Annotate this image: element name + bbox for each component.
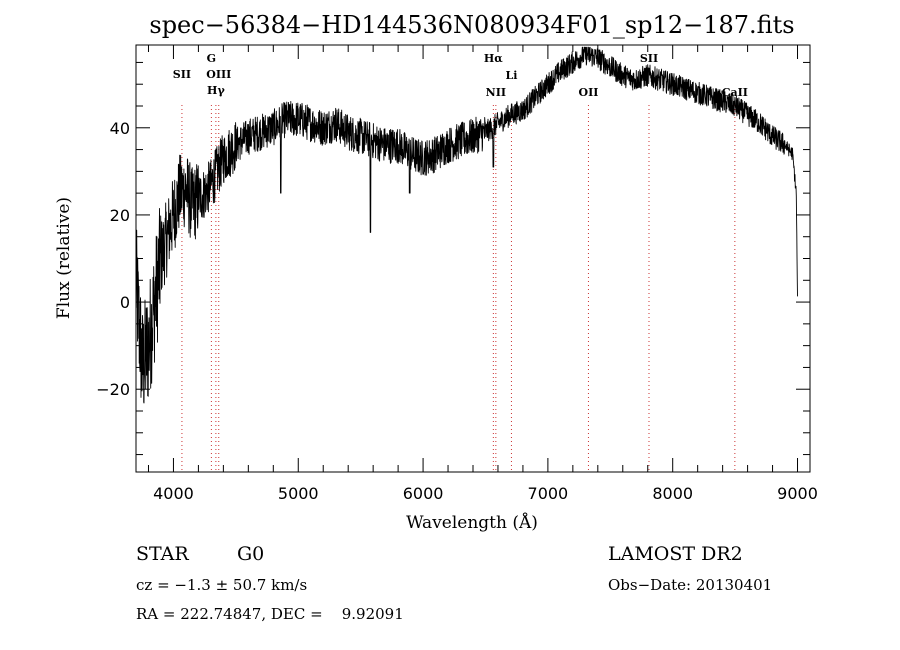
axis-ticks: [136, 45, 810, 472]
x-axis-label: Wavelength (Å): [406, 512, 538, 533]
chart-title: spec−56384−HD144536N080934F01_sp12−187.f…: [149, 11, 794, 39]
spectral-line-label: CaII: [722, 86, 748, 99]
redshift-cz: cz = −1.3 ± 50.7 km/s: [136, 576, 308, 594]
y-tick-label: −20: [96, 380, 130, 399]
spectral-line-label: Hγ: [207, 84, 225, 97]
spectral-line-label: OII: [579, 86, 599, 99]
survey-name: LAMOST DR2: [608, 543, 743, 565]
spectral-line-label: NII: [486, 86, 506, 99]
spectral-line-label: Li: [505, 69, 517, 82]
y-tick-label: 20: [110, 206, 130, 225]
x-tick-label: 5000: [278, 484, 319, 503]
spectral-line-label: G: [207, 52, 216, 65]
plot-frame: [135, 44, 811, 473]
y-tick-label: 0: [120, 293, 130, 312]
x-tick-label: 9000: [777, 484, 818, 503]
spectral-line-markers: SII G OIII Hγ Hα NII Li OII SII CaII: [173, 52, 748, 472]
x-tick-label: 6000: [403, 484, 444, 503]
y-axis-label: Flux (relative): [54, 197, 74, 319]
spectral-line-label: SII: [640, 52, 658, 65]
spectrum-series: [135, 46, 798, 404]
spectrum-line: [135, 46, 798, 404]
spectral-line-label: OIII: [206, 68, 231, 81]
spectral-line-label: SII: [173, 68, 191, 81]
x-tick-label: 7000: [528, 484, 569, 503]
x-tick-label: 8000: [652, 484, 693, 503]
spectral-line-label: Hα: [484, 52, 503, 65]
tick-labels: 4000 5000 6000 7000 8000 9000 −20 0 20 40: [96, 119, 818, 503]
observation-date: Obs−Date: 20130401: [608, 576, 773, 594]
ra-dec: RA = 222.74847, DEC = 9.92091: [136, 605, 404, 623]
x-tick-label: 4000: [153, 484, 194, 503]
object-class: STAR: [136, 543, 189, 565]
y-tick-label: 40: [110, 119, 130, 138]
spectral-subclass: G0: [237, 543, 265, 565]
